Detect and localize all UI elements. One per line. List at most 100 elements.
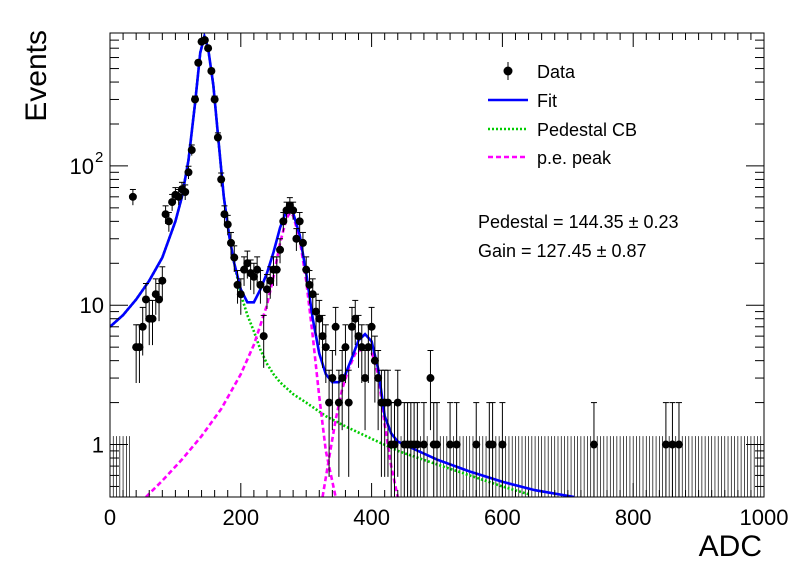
data-point [357,343,366,352]
data-point [164,217,173,226]
data-point [181,187,190,196]
data-point [262,285,271,294]
data-point [354,332,363,341]
data-point [393,398,402,407]
data-point [249,272,258,281]
data-point [276,245,285,254]
data-point [433,440,441,449]
data-point [488,440,497,449]
data-point [341,343,350,352]
data-point [318,332,327,341]
data-point [240,265,249,274]
data-point [204,44,213,53]
data-point [253,265,262,274]
data-point [413,440,422,449]
data-point [312,307,321,316]
data-point [367,322,376,331]
data-point [158,276,167,285]
data-point [194,58,203,67]
data-point [315,314,324,323]
data-point [128,192,137,201]
plot-area [110,33,764,497]
data-point [168,198,177,207]
gain-stat: Gain = 127.45 ± 0.87 [478,241,647,261]
data-point [661,440,670,449]
data-point [344,398,353,407]
data-point [148,314,157,323]
pedestal-cb-curve [110,33,529,496]
x-tick-label: 600 [484,505,521,530]
data-point [272,265,281,274]
legend: Data Fit Pedestal CB p.e. peak [488,62,637,168]
data-point [338,374,347,383]
data-point [217,175,226,184]
data-point [236,290,245,299]
data-point [279,217,288,226]
y-tick-label: 10 [80,293,104,318]
data-point [426,374,435,383]
data-point [370,356,379,365]
data-point [141,295,150,304]
data-point [191,95,200,104]
x-tick-label: 800 [615,505,652,530]
data-point [308,290,317,299]
data-point [289,206,298,215]
data-point [184,168,193,177]
data-point [446,440,455,449]
data-point [331,322,340,331]
y-axis-title: Events [20,30,53,122]
data-point [292,234,301,243]
data-point [361,374,370,383]
legend-data-marker [503,66,513,76]
data-point [668,440,677,449]
data-point [200,36,209,45]
data-point [452,440,461,449]
x-tick-label: 0 [104,505,116,530]
data-point [374,374,383,383]
data-point [155,295,164,304]
data-point [325,398,334,407]
data-point [187,146,196,155]
legend-label: Pedestal CB [537,120,637,140]
data-point [334,398,343,407]
data-point [174,192,183,201]
data-point [298,238,307,247]
x-axis-title: ADC [699,530,762,563]
data-point [674,440,683,449]
data-point [230,253,239,262]
data-point [390,440,399,449]
data-point [302,265,311,274]
legend-label: Fit [537,91,557,111]
data-point [498,440,507,449]
x-tick-label: 200 [222,505,259,530]
data-point [364,343,373,352]
data-point [259,332,268,341]
data-point [243,259,252,268]
data-point [210,95,219,104]
data-point [472,440,481,449]
data-point [220,210,229,219]
y-tick-label: 10 [70,154,94,179]
data-point [321,343,330,352]
data-point [328,374,337,383]
data-point [135,343,144,352]
data-point [383,398,392,407]
data-point [589,440,598,449]
data-point [223,220,232,229]
data-point [305,280,314,289]
data-layer [110,33,764,497]
data-point [233,280,242,289]
data-point [226,238,235,247]
pedestal-stat: Pedestal = 144.35 ± 0.23 [478,212,679,232]
data-point [213,133,222,142]
pe-peak-curve [145,210,337,497]
x-tick-label: 400 [353,505,390,530]
legend-label: Data [537,62,576,82]
x-tick-label: 1000 [740,505,789,530]
data-point [266,276,275,285]
y-tick-exponent: 2 [95,149,103,166]
data-point [351,314,360,323]
